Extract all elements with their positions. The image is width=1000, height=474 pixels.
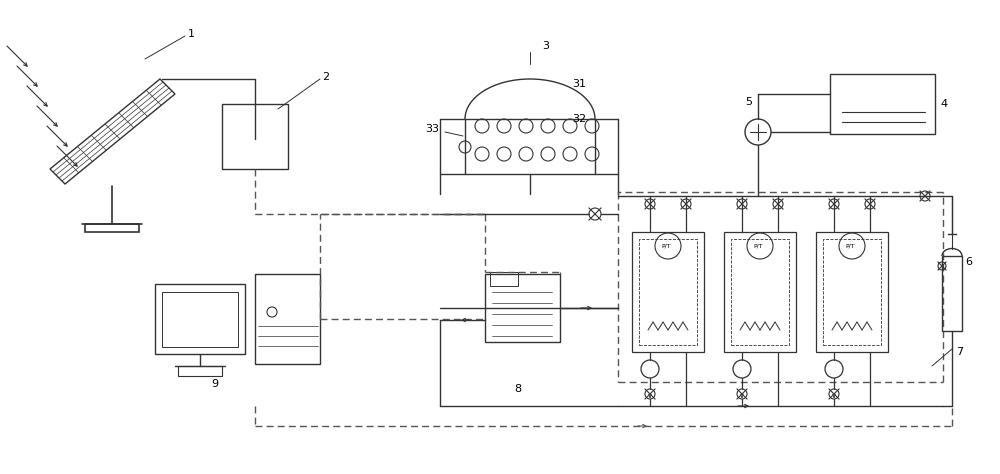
- Bar: [830, 74, 935, 134]
- Bar: [178, 366, 222, 376]
- Text: 5: 5: [745, 97, 752, 107]
- Text: 6: 6: [965, 257, 972, 267]
- Bar: [465, 119, 595, 174]
- Text: 8: 8: [514, 384, 522, 394]
- Text: 32: 32: [572, 114, 586, 124]
- Bar: [816, 232, 888, 352]
- Bar: [222, 104, 288, 169]
- Text: P/T: P/T: [662, 244, 671, 248]
- Text: P/T: P/T: [846, 244, 855, 248]
- Bar: [485, 274, 560, 342]
- Bar: [255, 274, 320, 364]
- Text: 9: 9: [211, 379, 219, 389]
- Text: 7: 7: [956, 347, 963, 357]
- Bar: [731, 239, 789, 345]
- Bar: [85, 224, 139, 232]
- Text: 3: 3: [542, 41, 549, 51]
- Bar: [942, 256, 962, 331]
- Bar: [162, 292, 238, 347]
- Bar: [639, 239, 697, 345]
- Text: 1: 1: [188, 29, 195, 39]
- Text: 2: 2: [322, 72, 329, 82]
- Bar: [155, 284, 245, 354]
- Bar: [724, 232, 796, 352]
- Bar: [490, 272, 518, 286]
- Text: 4: 4: [940, 99, 947, 109]
- Bar: [632, 232, 704, 352]
- Text: 31: 31: [572, 79, 586, 89]
- Bar: [823, 239, 881, 345]
- Polygon shape: [50, 79, 175, 184]
- Text: 33: 33: [425, 124, 439, 134]
- Text: P/T: P/T: [754, 244, 763, 248]
